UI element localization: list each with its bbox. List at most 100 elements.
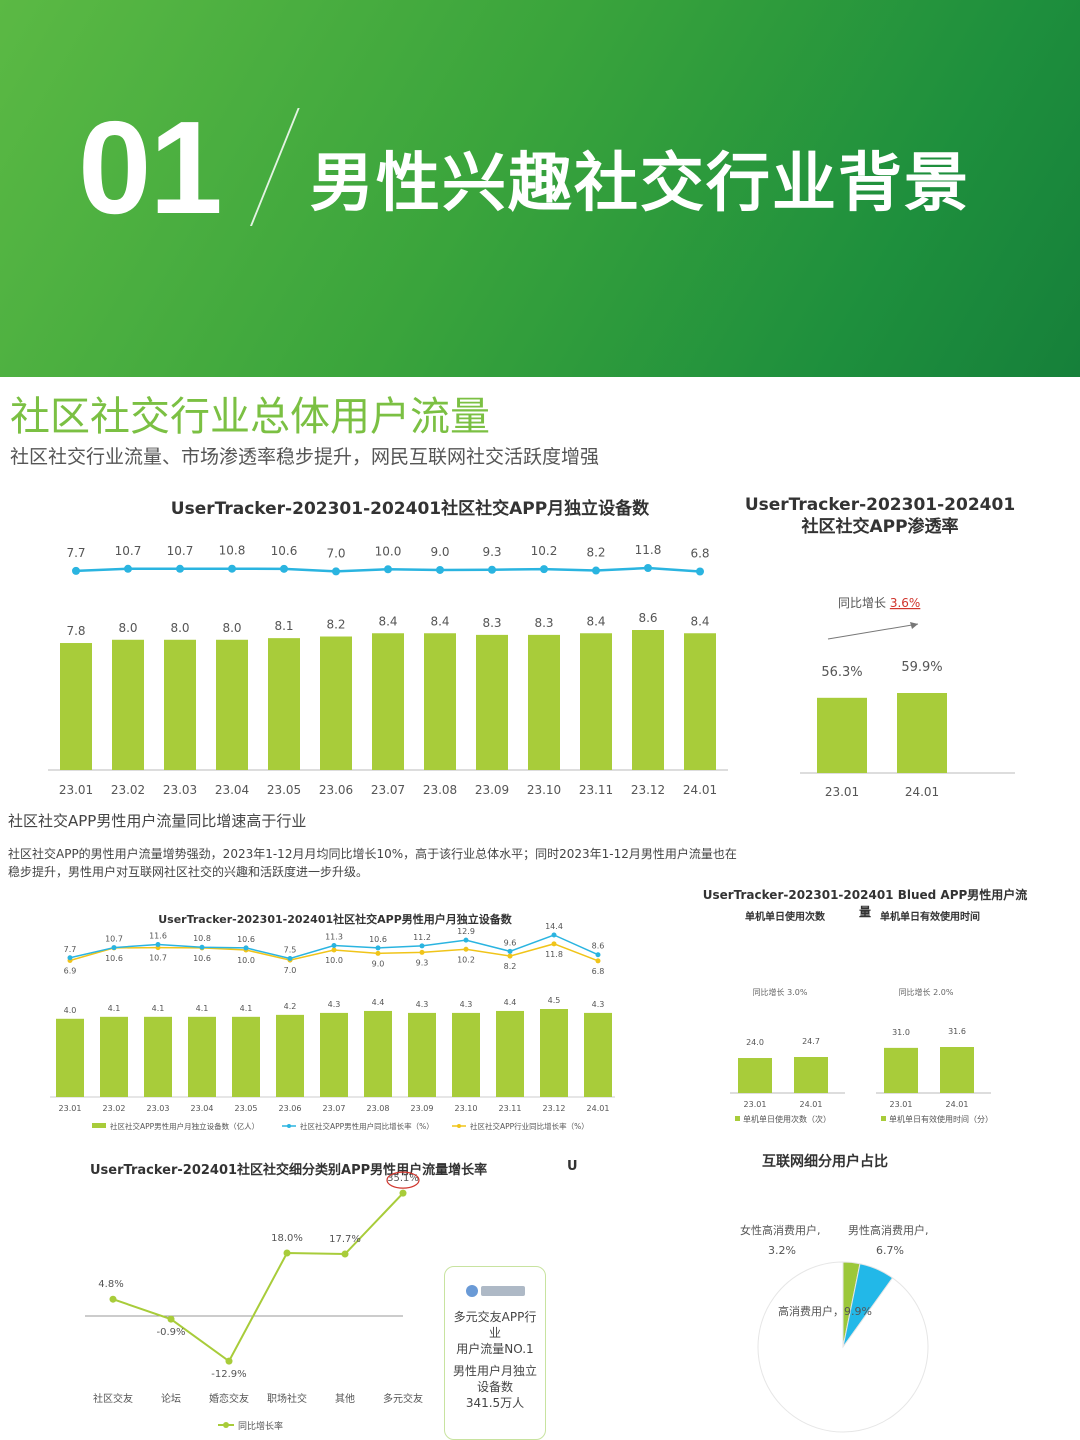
chart1-bar-label: 8.0: [118, 621, 137, 635]
chart3-bar: [496, 1010, 524, 1097]
chart5-point-label: 4.8%: [98, 1279, 123, 1290]
chart4-tick-label: 24.01: [946, 1100, 969, 1109]
chart3-legend-swatch: [287, 1124, 291, 1128]
chart4-legend-label: 单机单日使用次数（次）: [743, 1114, 831, 1124]
chart3-line-point: [595, 958, 601, 964]
chart1-bar-label: 8.4: [430, 614, 449, 628]
male-section-heading: 社区社交APP男性用户流量同比增速高于行业: [8, 812, 307, 830]
chart3-bar: [56, 1018, 84, 1097]
brand-logo-icon: [462, 1281, 528, 1301]
chart3-line-label: 10.7: [149, 954, 167, 963]
chart3-line-label: 10.8: [193, 934, 211, 943]
chart1-line-point: [124, 564, 132, 573]
chart3-line-point: [111, 945, 117, 951]
chart3-line-point: [331, 947, 337, 953]
chart1-tick-label: 23.04: [215, 783, 249, 797]
chart1-line-label: 9.0: [430, 545, 449, 559]
chart3-bar-label: 4.4: [504, 998, 517, 1007]
chart3-line-point: [595, 952, 601, 958]
chart-male-devices: 4.0 23.01 4.1 23.02 4.1 23.03 4.1 23.04 4.1 23.05…: [50, 922, 615, 1131]
chart3-bar-label: 4.2: [284, 1002, 297, 1011]
chart2-title-line1: UserTracker-202301-202401: [744, 495, 1016, 515]
header-banner: 01 男性兴趣社交行业背景: [0, 0, 1080, 377]
chart5-highlight-circle: [386, 1171, 420, 1189]
chart4-title: UserTracker-202301-202401 Blued APP男性用户流…: [702, 888, 1028, 919]
chart1-line-label: 7.0: [326, 546, 345, 560]
chart5-line-point: [109, 1295, 117, 1303]
chart6-center-label: 高消费用户，9.9%: [778, 1304, 872, 1318]
chart5-point-label: 17.7%: [329, 1234, 361, 1245]
chart1-line-label: 6.8: [690, 547, 709, 561]
blued-panel1-subtitle: 单机单日使用次数: [745, 912, 825, 923]
chart1-bar-label: 8.1: [274, 619, 293, 633]
chart3-line-label: 11.3: [325, 933, 343, 942]
chart3-line-label: 10.6: [105, 954, 123, 963]
chart2-arrow-head: [910, 622, 918, 629]
chart1-line-label: 10.8: [219, 544, 246, 558]
chart3-bar: [100, 1016, 128, 1097]
chart1-bar-label: 8.4: [586, 614, 605, 628]
chart2-title: UserTracker-202301-202401 社区社交APP渗透率: [740, 494, 1020, 538]
chart6-slice-name: 女性高消费用户,: [740, 1223, 821, 1237]
chart4-legend-swatch: [881, 1116, 886, 1121]
chart3-line-point: [287, 955, 293, 961]
chart1-tick-label: 23.09: [475, 783, 509, 797]
chart1-line-label: 7.7: [66, 546, 85, 560]
stray-char: U: [567, 1159, 578, 1174]
chart-monthly-devices: 7.8 23.01 8.0 23.02 8.0 23.03 8.0 23.04 8.1 23.05…: [48, 543, 728, 797]
chart3-line-point: [375, 950, 381, 956]
chart1-tick-label: 24.01: [683, 783, 717, 797]
chart5-line-point: [167, 1315, 175, 1323]
chart3-bar-label: 4.5: [548, 996, 561, 1005]
chart6-title: 互联网细分用户占比: [762, 1154, 888, 1170]
chart5-legend-label: 同比增长率: [238, 1420, 283, 1432]
chart3-legend-label: 社区社交APP男性用户月独立设备数（亿人）: [110, 1121, 259, 1131]
chart5-point-label: -12.9%: [211, 1369, 246, 1380]
chart4-growth-label: 同比增长 3.0%: [753, 987, 808, 997]
chart1-line-point: [696, 567, 704, 576]
chart3-line-label: 8.6: [592, 942, 605, 951]
chart5-point-label: -0.9%: [156, 1327, 185, 1338]
chart5-line: [112, 1192, 404, 1363]
male-section-paragraph: 社区社交APP的男性用户流量增势强劲，2023年1-12月月均同比增长10%，高…: [8, 847, 737, 879]
chart3-line-point: [551, 932, 557, 938]
chart1-line-point: [228, 564, 236, 573]
chart4-bar: [738, 1058, 772, 1093]
chart3-legend-label: 社区社交APP男性用户同比增长率（%）: [300, 1121, 434, 1131]
chart1-bar-label: 8.4: [690, 614, 709, 628]
chart6-slice-label: 3.2%: [768, 1244, 796, 1257]
chart1-line-point: [332, 567, 340, 576]
chart3-line-label: 10.7: [105, 935, 123, 944]
chart3-line-point: [507, 948, 513, 954]
banner-title: 男性兴趣社交行业背景: [310, 147, 970, 221]
chart1-line-point: [592, 566, 600, 575]
chart1-bar: [632, 630, 664, 770]
chart3-line-label: 10.6: [237, 935, 255, 944]
chart3-bar-label: 4.1: [196, 1004, 209, 1013]
chart1-bar: [684, 633, 716, 770]
chart3-line-point: [551, 941, 557, 947]
chart1-tick-label: 23.05: [267, 783, 301, 797]
chart3-bar: [276, 1014, 304, 1097]
chart2-growth-label: 同比增长 3.6%: [838, 596, 920, 610]
chart5-tick-label: 社区交友: [93, 1392, 133, 1405]
chart3-line-point: [419, 943, 425, 949]
chart1-tick-label: 23.12: [631, 783, 665, 797]
chart3-tick-label: 23.09: [411, 1104, 434, 1113]
chart1-bar: [216, 639, 248, 770]
callout-text-1: 多元交友APP行业 用户流量NO.1: [453, 1310, 537, 1356]
chart3-line-point: [199, 944, 205, 950]
chart3-bar: [540, 1009, 568, 1097]
section-number: 01: [78, 94, 223, 241]
chart1-bar: [528, 634, 560, 770]
chart3-line-point: [507, 953, 513, 959]
chart3-legend-swatch: [457, 1124, 461, 1128]
chart2-bar: [817, 697, 867, 773]
chart1-line-label: 11.8: [635, 543, 662, 557]
chart-blued: 同比增长 3.0% 24.0 23.01 24.7 24.01 单机单日使用次数（次） 同比…: [730, 987, 993, 1124]
chart1-title: UserTracker-202301-202401社区社交APP月独立设备数: [170, 499, 650, 519]
chart1-bar: [268, 638, 300, 770]
chart1-line-point: [644, 564, 652, 572]
chart3-line-label: 12.9: [457, 927, 475, 936]
chart4-legend-swatch: [735, 1116, 740, 1121]
